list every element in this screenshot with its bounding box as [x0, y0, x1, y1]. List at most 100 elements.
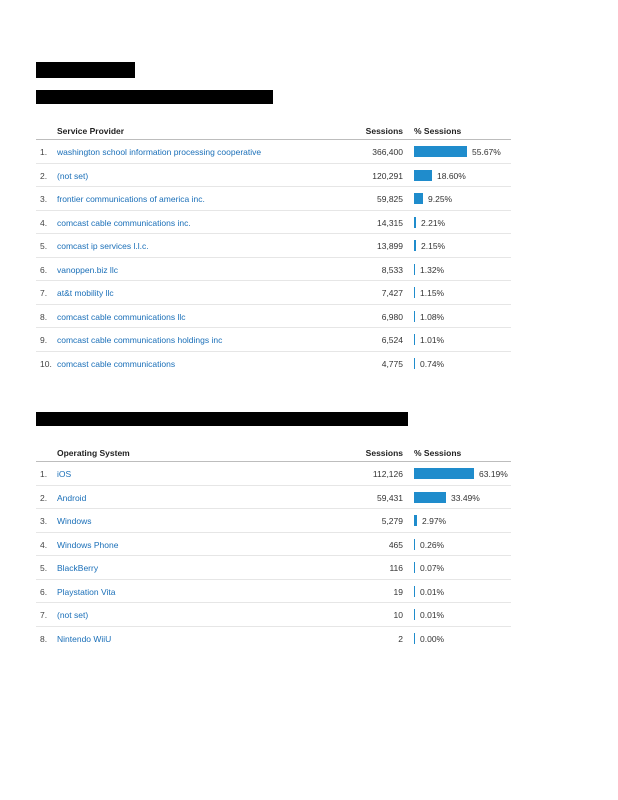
table-row: 9. comcast cable communications holdings …	[36, 328, 511, 352]
share-bar	[414, 263, 415, 275]
redacted-title	[36, 62, 135, 78]
row-pct-sessions: 1.08%	[420, 311, 445, 322]
column-header-service-provider: Service Provider	[57, 126, 125, 136]
share-bar	[414, 287, 415, 298]
row-pct-sessions: 1.01%	[420, 335, 445, 345]
row-name-link[interactable]: (not set)	[57, 170, 89, 181]
row-sessions: 59,431	[377, 492, 403, 503]
row-name-link[interactable]: Nintendo WiiU	[57, 633, 112, 644]
table-row: 3. frontier communications of america inc…	[36, 187, 511, 211]
row-index: 5.	[40, 241, 48, 251]
share-bar	[414, 609, 415, 620]
row-sessions: 2	[398, 633, 403, 644]
row-sessions: 465	[388, 539, 403, 550]
row-sessions: 13,899	[377, 241, 403, 251]
row-pct-sessions: 33.49%	[451, 492, 480, 503]
table-row: 5. BlackBerry 116 0.07%	[36, 556, 511, 580]
row-index: 6.	[40, 586, 48, 597]
table-row: 4. comcast cable communications inc. 14,31…	[36, 211, 511, 234]
row-pct-sessions: 2.97%	[422, 516, 447, 526]
row-name-link[interactable]: comcast cable communications llc	[57, 311, 186, 322]
table-row: 2. Android 59,431 33.49%	[36, 486, 511, 509]
row-name-link[interactable]: BlackBerry	[57, 563, 99, 573]
row-name-link[interactable]: at&t mobility llc	[57, 288, 114, 298]
row-index: 7.	[40, 288, 48, 298]
table-row: 4. Windows Phone 465 0.26%	[36, 533, 511, 556]
row-sessions: 6,524	[381, 335, 403, 345]
row-pct-sessions: 1.15%	[420, 288, 445, 298]
table-row: 7. (not set) 10 0.01%	[36, 603, 511, 627]
row-sessions: 6,980	[381, 311, 403, 322]
row-index: 5.	[40, 563, 48, 573]
share-bar	[414, 216, 416, 228]
share-bar	[414, 146, 467, 157]
row-name-link[interactable]: Android	[57, 492, 87, 503]
row-pct-sessions: 2.21%	[421, 217, 446, 228]
row-name-link[interactable]: Windows Phone	[57, 539, 119, 550]
row-sessions: 10	[393, 610, 403, 620]
row-sessions: 4,775	[381, 358, 403, 369]
row-pct-sessions: 1.32%	[420, 264, 445, 275]
row-sessions: 14,315	[377, 217, 403, 228]
row-pct-sessions: 0.01%	[420, 586, 445, 597]
row-name-link[interactable]: (not set)	[57, 610, 89, 620]
row-index: 3.	[40, 194, 48, 204]
row-sessions: 59,825	[377, 194, 403, 204]
column-header-sessions: Sessions	[365, 448, 403, 458]
table-row: 8. Nintendo WiiU 2 0.00%	[36, 627, 511, 650]
row-sessions: 5,279	[381, 516, 403, 526]
redacted-section-title	[36, 412, 408, 426]
row-pct-sessions: 0.00%	[420, 633, 445, 644]
redacted-subtitle	[36, 90, 273, 104]
share-bar	[414, 515, 417, 526]
share-bar	[414, 310, 415, 322]
row-sessions: 120,291	[372, 170, 403, 181]
table-body: 1. iOS 112,126 63.19% 2. Android 59,431 33.49% 3…	[36, 462, 511, 649]
row-index: 6.	[40, 264, 48, 275]
row-name-link[interactable]: vanoppen.biz llc	[57, 264, 118, 275]
row-index: 3.	[40, 516, 48, 526]
row-name-link[interactable]: Playstation Vita	[57, 586, 116, 597]
row-name-link[interactable]: comcast cable communications holdings in…	[57, 335, 223, 345]
row-pct-sessions: 0.07%	[420, 563, 445, 573]
row-index: 2.	[40, 170, 48, 181]
row-index: 4.	[40, 539, 48, 550]
row-name-link[interactable]: frontier communications of america inc.	[57, 194, 205, 204]
row-sessions: 7,427	[381, 288, 403, 298]
table-row: 8. comcast cable communications llc 6,980 1…	[36, 305, 511, 328]
row-index: 1.	[40, 147, 48, 157]
row-sessions: 112,126	[372, 469, 403, 479]
row-index: 8.	[40, 633, 48, 644]
service-provider-table: Service Provider Sessions % Sessions 1. w…	[36, 123, 511, 374]
row-name-link[interactable]: Windows	[57, 516, 92, 526]
share-bar	[414, 240, 416, 251]
operating-system-table: Operating System Sessions % Sessions 1. i…	[36, 445, 511, 649]
share-bar	[414, 562, 415, 573]
row-pct-sessions: 9.25%	[428, 194, 453, 204]
row-index: 7.	[40, 610, 48, 620]
row-name-link[interactable]: comcast ip services l.l.c.	[57, 241, 149, 251]
row-sessions: 116	[389, 563, 403, 573]
row-sessions: 366,400	[372, 147, 403, 157]
row-name-link[interactable]: washington school information processing…	[57, 147, 262, 157]
row-name-link[interactable]: comcast cable communications inc.	[57, 217, 191, 228]
table-row: 2. (not set) 120,291 18.60%	[36, 164, 511, 187]
table-row: 6. Playstation Vita 19 0.01%	[36, 580, 511, 603]
row-name-link[interactable]: comcast cable communications	[57, 358, 176, 369]
row-name-link[interactable]: iOS	[57, 469, 72, 479]
row-pct-sessions: 0.26%	[420, 539, 445, 550]
column-header-operating-system: Operating System	[57, 448, 130, 458]
row-pct-sessions: 18.60%	[437, 170, 466, 181]
row-pct-sessions: 2.15%	[421, 241, 446, 251]
table-header: Operating System Sessions % Sessions	[36, 445, 511, 462]
row-sessions: 19	[393, 586, 403, 597]
share-bar	[414, 491, 446, 503]
table-row: 1. washington school information processi…	[36, 140, 511, 164]
row-pct-sessions: 0.74%	[420, 358, 445, 369]
row-index: 9.	[40, 335, 48, 345]
table-row: 5. comcast ip services l.l.c. 13,899 2.15%	[36, 234, 511, 258]
table-row: 1. iOS 112,126 63.19%	[36, 462, 511, 486]
share-bar	[414, 357, 415, 369]
table-header: Service Provider Sessions % Sessions	[36, 123, 511, 140]
share-bar	[414, 585, 415, 597]
